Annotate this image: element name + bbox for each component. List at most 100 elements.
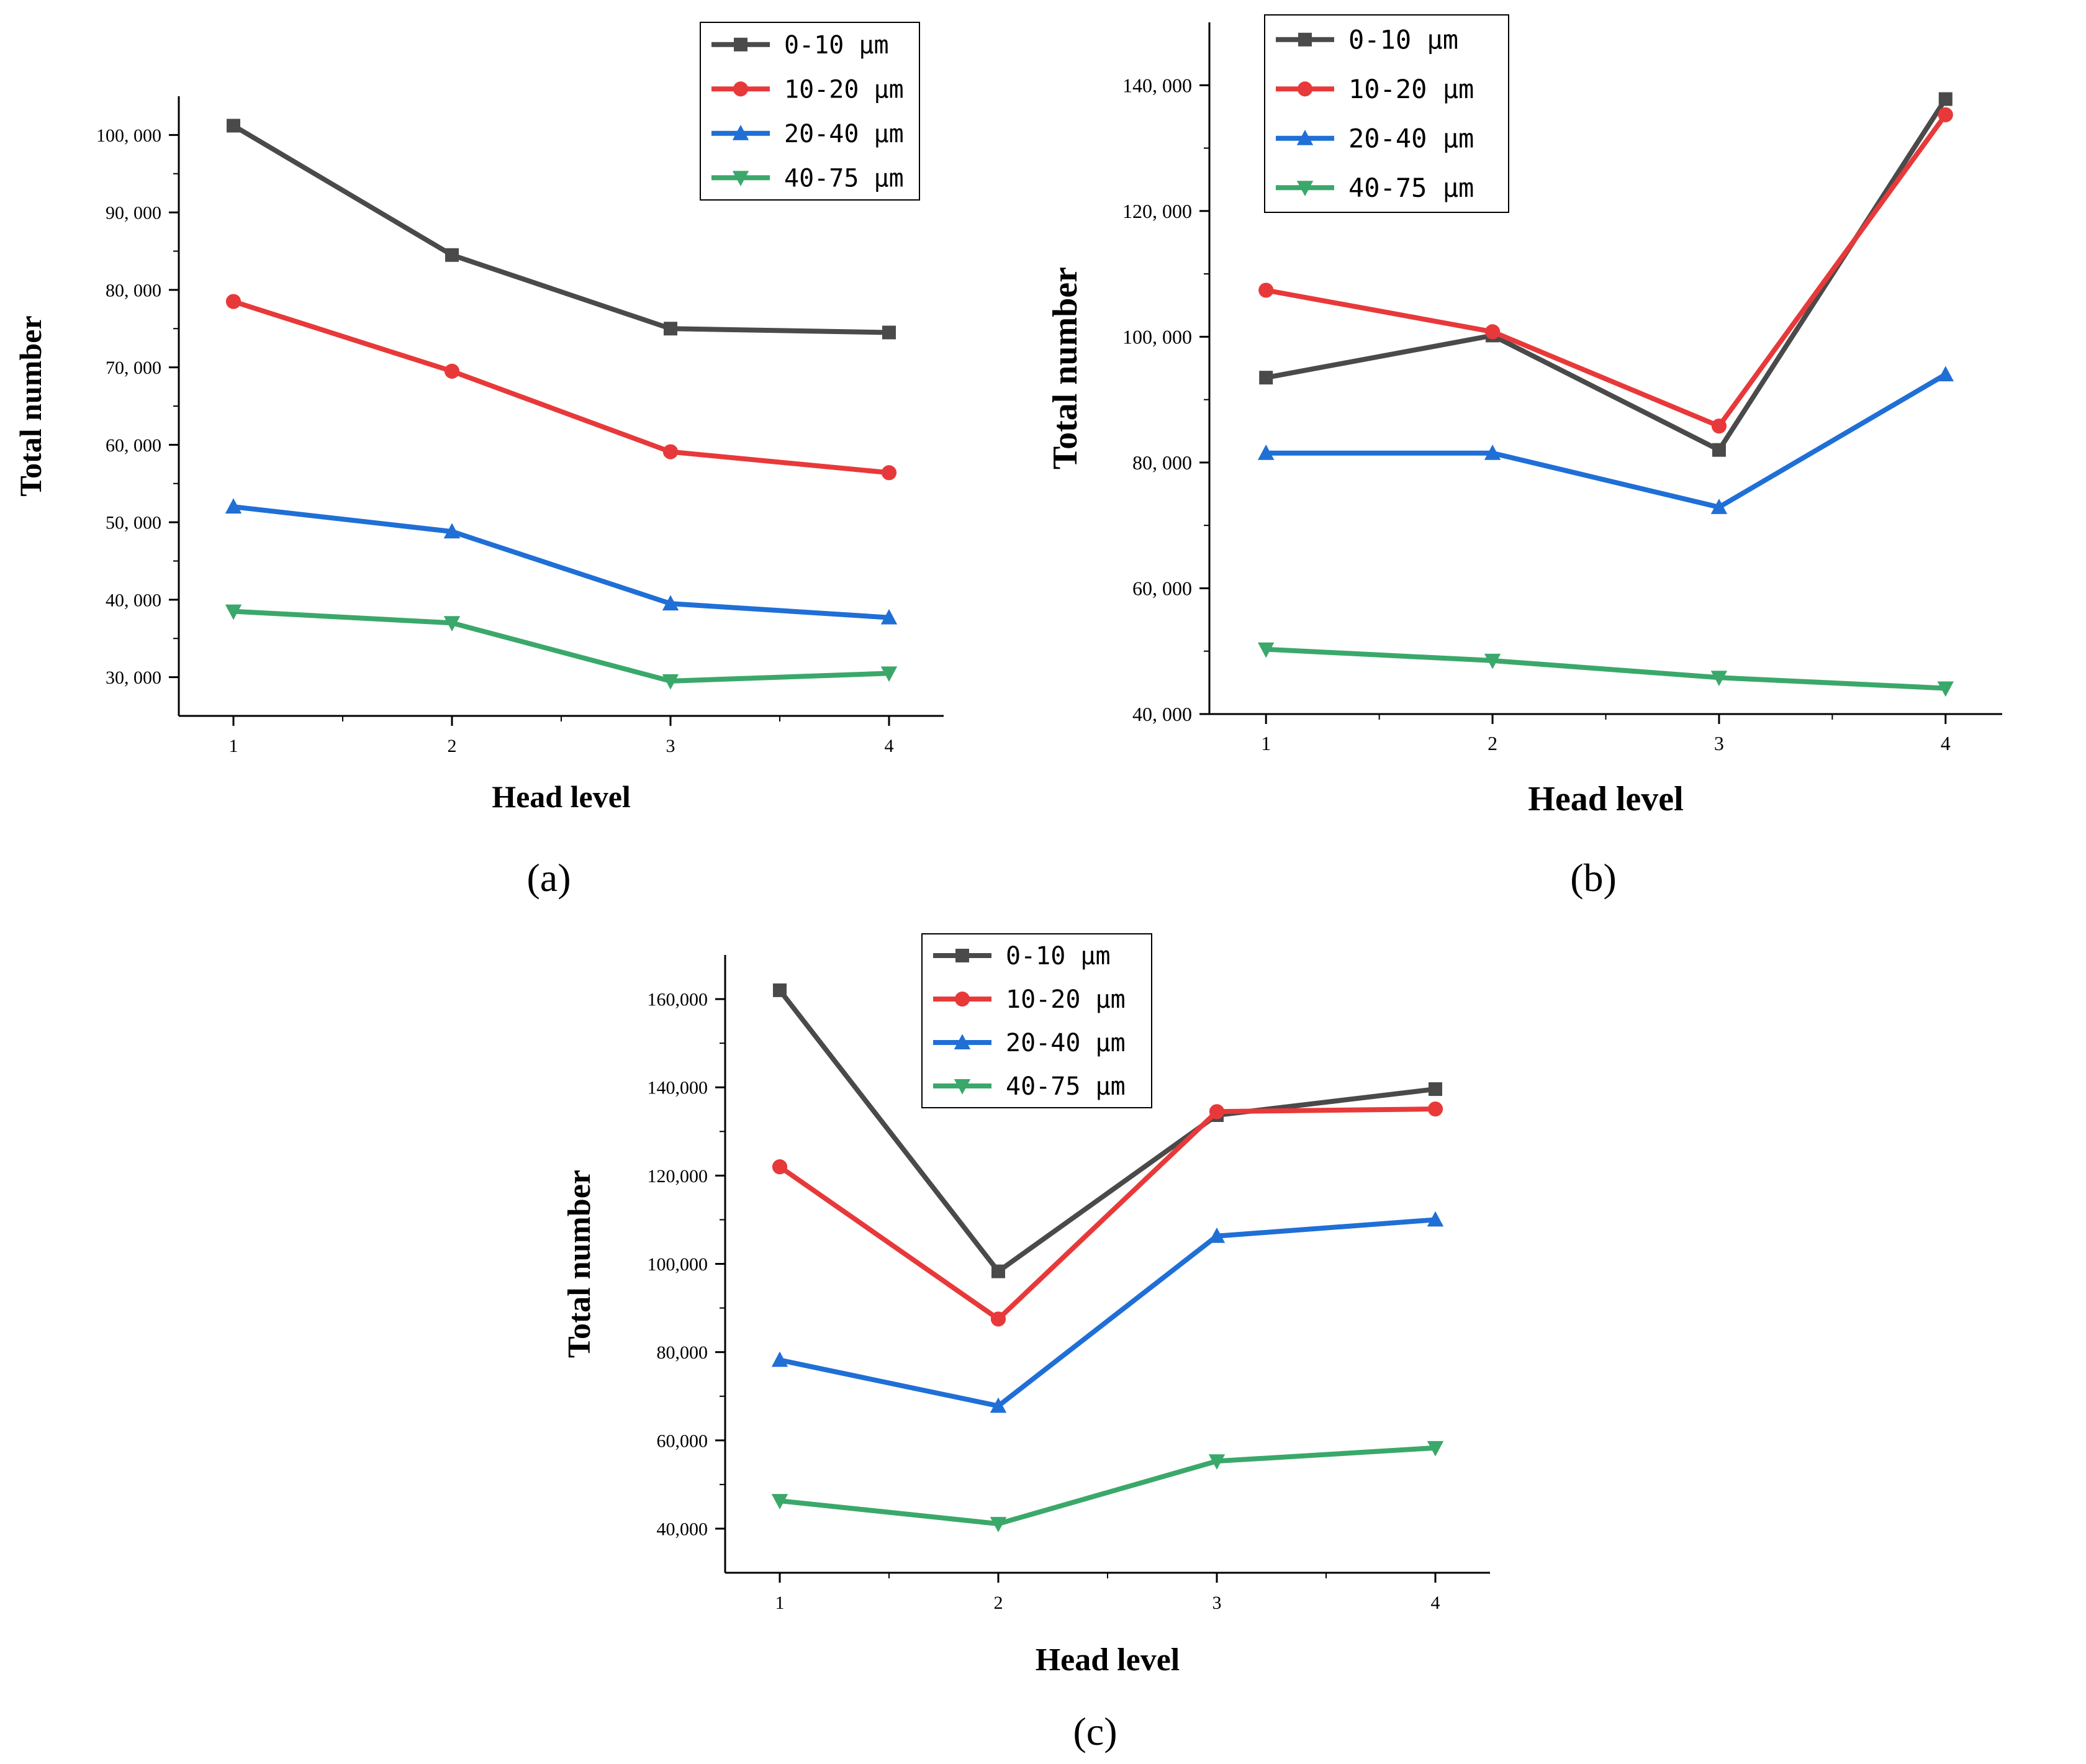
chart-panel-a: 30, 000 40, 000 50, 000 60, 000 70, 000 80, 0… [13,22,944,900]
series-1 [772,1101,1443,1327]
series-line [1266,372,1947,510]
y-tick-label: 60, 000 [106,435,161,456]
series-2 [1258,366,1954,514]
series-line [779,1445,1436,1527]
data-point [1209,1104,1225,1119]
panel-label: (a) [526,856,571,900]
y-tick-label: 80, 000 [106,280,161,301]
series-3 [771,1441,1444,1532]
data-point [662,444,679,459]
series-line [1265,113,1948,429]
x-tick-label: 3 [666,736,675,756]
y-tick-label: 100,000 [648,1254,708,1275]
series-1 [225,294,897,481]
series-2 [771,1211,1444,1413]
y-tick-label: 140, 000 [1122,74,1192,96]
legend-label: 10-20 μm [784,75,904,104]
legend-box [921,933,1152,1108]
x-tick-label: 3 [1212,1593,1222,1613]
y-tick-label: 90, 000 [106,203,161,224]
legend-marker [734,37,747,52]
y-tick-label: 30, 000 [106,667,161,688]
series-2 [225,498,898,625]
data-point [990,1517,1007,1532]
data-point [1938,92,1953,106]
y-tick-label: 70, 000 [106,358,161,378]
legend-marker [1296,181,1314,196]
data-point [225,498,242,514]
data-point [1938,107,1953,122]
series-line [233,608,890,684]
x-tick-label: 1 [775,1593,785,1613]
x-tick-label: 3 [1714,732,1724,754]
y-tick-label: 80,000 [657,1342,708,1363]
legend-marker [732,125,749,140]
data-point [662,674,679,690]
data-point [991,1264,1005,1278]
series-3 [1258,642,1954,697]
data-point [1710,499,1728,514]
data-point [881,465,897,481]
data-point [1484,324,1501,340]
legend-marker [954,1034,971,1049]
x-tick-label: 4 [1941,732,1951,754]
data-point [1208,1227,1226,1243]
x-axis-title: Head level [1036,1642,1180,1678]
data-point [1484,653,1501,669]
legend-label: 20-40 μm [1348,123,1474,153]
x-axis-title: Head level [1528,780,1683,818]
data-point [1258,444,1275,460]
data-point [445,248,459,262]
data-point [880,666,898,682]
y-tick-label: 80, 000 [1132,451,1192,474]
data-point [1937,681,1954,697]
y-axis-title: Total number [562,1170,597,1358]
legend-box [700,22,920,201]
y-tick-label: 60, 000 [1132,577,1192,600]
data-point [1937,366,1954,382]
data-point [771,1494,788,1509]
data-point [990,1397,1007,1413]
legend-marker [732,171,749,186]
data-point [443,523,461,539]
data-point [1429,1082,1442,1097]
y-tick-label: 40, 000 [106,590,161,610]
y-axis-title: Total number [13,315,48,496]
legend-marker [733,81,749,97]
y-tick-label: 160,000 [648,990,708,1010]
legend-box [1264,14,1509,213]
legend-label: 10-20 μm [1348,74,1474,104]
data-point [1258,642,1275,658]
legend-marker [1298,32,1312,47]
series-0 [227,119,896,340]
data-point [662,595,679,611]
panel-label: (b) [1570,856,1617,900]
y-axis-title: Total number [1046,267,1085,469]
legend-label: 0-10 μm [784,31,889,60]
legend: 0-10 μm 10-20 μm 20-40 μm 40-75 μm [700,22,920,201]
data-point [443,616,461,632]
y-tick-label: 50, 000 [106,513,161,533]
legend-label: 20-40 μm [784,120,904,148]
series-line [232,299,890,476]
data-point [771,1351,788,1367]
legend-marker [954,1079,971,1095]
legend: 0-10 μm 10-20 μm 20-40 μm 40-75 μm [1264,14,1509,213]
data-point [1259,371,1273,385]
data-point [990,1311,1006,1327]
series-line [232,123,890,335]
series-line [1266,646,1946,691]
data-point [773,983,787,997]
data-point [1710,671,1728,687]
data-point [1208,1454,1226,1470]
data-point [772,1159,788,1175]
y-tick-label: 60,000 [657,1431,708,1451]
data-point [225,294,242,309]
legend-label: 10-20 μm [1006,985,1126,1014]
legend-label: 40-75 μm [1348,173,1474,203]
data-point [664,322,677,336]
x-tick-label: 4 [885,736,894,756]
data-point [1427,1211,1444,1227]
x-tick-label: 2 [994,1593,1003,1613]
